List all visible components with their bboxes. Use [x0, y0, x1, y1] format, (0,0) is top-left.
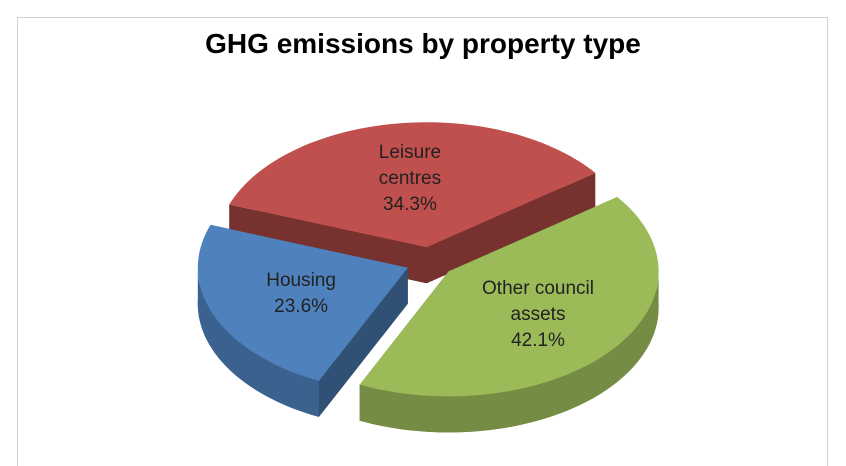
slice-label: Leisure centres 34.3%: [355, 140, 465, 218]
slice: [229, 122, 596, 248]
chart-frame: [17, 17, 828, 466]
value-label: 34.3%: [383, 194, 437, 216]
category-label: Other council assets: [482, 277, 594, 325]
slice-wall: [197, 267, 319, 417]
slice: [359, 197, 659, 397]
chart-title: GHG emissions by property type: [205, 28, 641, 59]
category-label: Housing: [266, 269, 336, 291]
slice: [197, 224, 408, 381]
slice-side: [318, 267, 408, 417]
slice-label: Housing 23.6%: [246, 268, 356, 320]
slice-side: [426, 172, 596, 284]
slice-wall: [359, 271, 659, 433]
value-label: 23.6%: [274, 295, 329, 317]
slice-label: Other council assets 42.1%: [463, 276, 613, 354]
value-label: 42.1%: [511, 329, 565, 351]
category-label: Leisure centres: [378, 142, 442, 190]
